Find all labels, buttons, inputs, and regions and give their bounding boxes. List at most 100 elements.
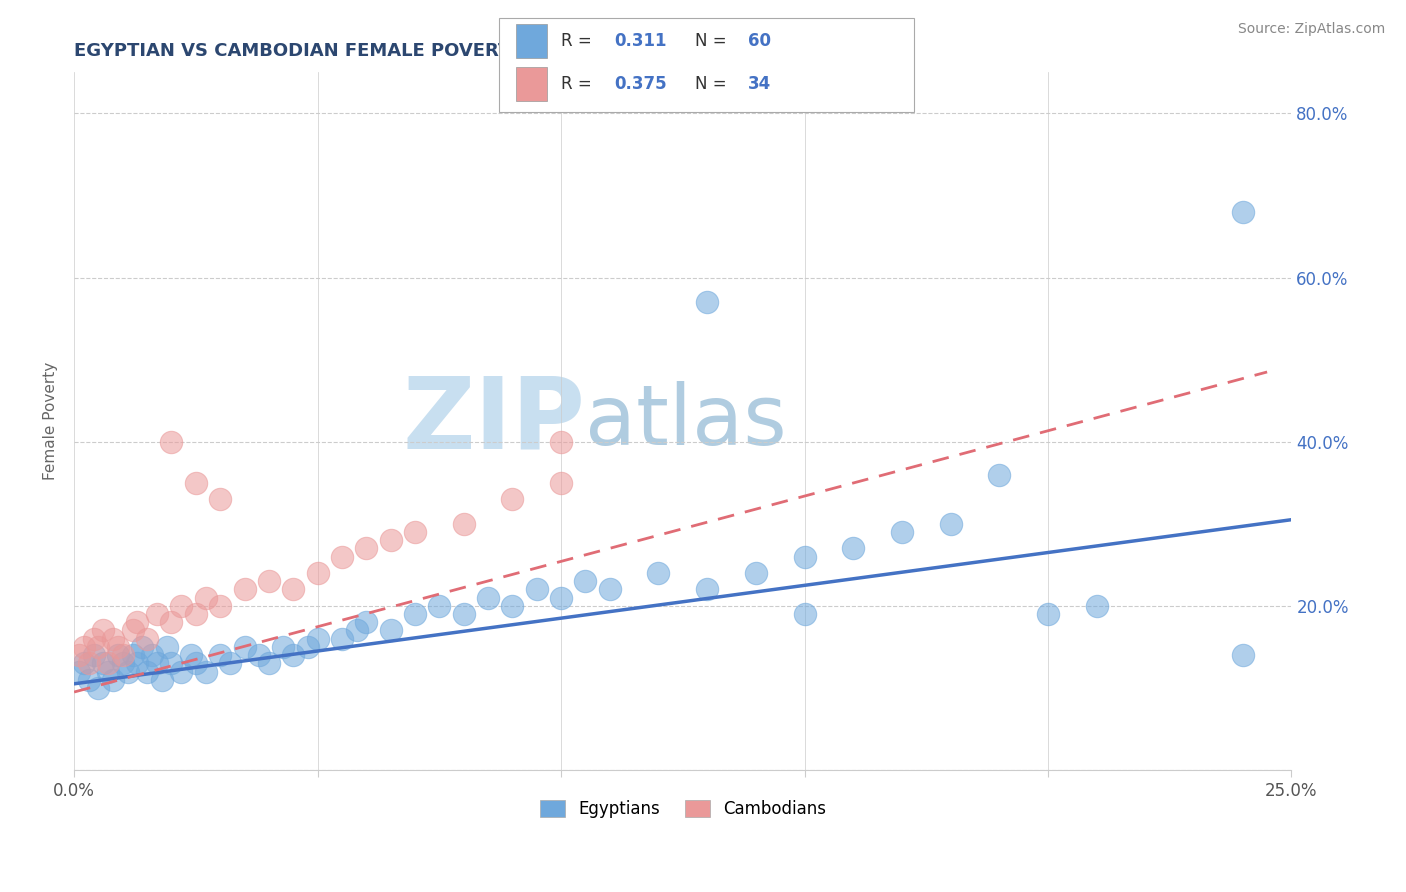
Point [696, 295, 718, 310]
Point [67, 665, 90, 679]
Point [73, 657, 96, 671]
Point [346, 624, 368, 638]
Point [184, 607, 207, 621]
Point [453, 607, 475, 621]
Point [307, 566, 329, 580]
Point [404, 607, 426, 621]
Point [101, 632, 124, 646]
Text: N =: N = [695, 32, 731, 50]
Point [97, 665, 120, 679]
Point [184, 657, 207, 671]
Text: R =: R = [561, 75, 598, 93]
Point [354, 615, 377, 630]
Point [160, 657, 183, 671]
Point [136, 665, 159, 679]
Point [87, 681, 110, 695]
Point [273, 640, 295, 654]
Point [696, 582, 718, 597]
Point [599, 582, 621, 597]
Point [73, 640, 96, 654]
Point [131, 640, 153, 654]
Point [194, 591, 217, 605]
Point [209, 492, 232, 507]
Point [184, 475, 207, 490]
Point [127, 657, 149, 671]
Point [477, 591, 499, 605]
Point [1036, 607, 1059, 621]
Point [87, 640, 110, 654]
Point [330, 632, 353, 646]
Point [550, 475, 572, 490]
Point [219, 657, 242, 671]
Text: ZIP: ZIP [402, 373, 585, 470]
Point [793, 607, 815, 621]
Point [127, 615, 149, 630]
Point [257, 574, 280, 589]
Point [160, 615, 183, 630]
Point [297, 640, 319, 654]
Point [111, 657, 134, 671]
Text: 34: 34 [748, 75, 772, 93]
Point [330, 549, 353, 564]
Point [121, 648, 143, 662]
Text: EGYPTIAN VS CAMBODIAN FEMALE POVERTY CORRELATION CHART: EGYPTIAN VS CAMBODIAN FEMALE POVERTY COR… [75, 42, 745, 60]
Point [136, 632, 159, 646]
Point [77, 657, 100, 671]
Point [194, 665, 217, 679]
Point [141, 648, 163, 662]
Point [404, 524, 426, 539]
Point [1232, 205, 1254, 219]
Point [180, 648, 202, 662]
Text: N =: N = [695, 75, 731, 93]
Point [257, 657, 280, 671]
Point [247, 648, 270, 662]
Point [150, 673, 173, 687]
Point [793, 549, 815, 564]
Text: atlas: atlas [585, 381, 787, 462]
Point [67, 648, 90, 662]
Point [91, 624, 114, 638]
Point [1232, 648, 1254, 662]
Point [283, 582, 305, 597]
Point [647, 566, 669, 580]
Point [745, 566, 768, 580]
Point [117, 665, 139, 679]
Point [501, 599, 523, 613]
Point [283, 648, 305, 662]
Point [988, 467, 1011, 482]
Text: 60: 60 [748, 32, 770, 50]
Point [111, 648, 134, 662]
Point [209, 648, 232, 662]
Point [550, 591, 572, 605]
Text: R =: R = [561, 32, 598, 50]
Point [91, 657, 114, 671]
Point [233, 640, 256, 654]
Point [380, 624, 402, 638]
Point [146, 657, 169, 671]
Point [160, 434, 183, 449]
Point [101, 673, 124, 687]
Point [146, 607, 169, 621]
Point [574, 574, 596, 589]
Point [121, 624, 143, 638]
Point [501, 492, 523, 507]
Legend: Egyptians, Cambodians: Egyptians, Cambodians [533, 793, 832, 824]
Point [427, 599, 450, 613]
Point [453, 516, 475, 531]
Point [170, 665, 193, 679]
Point [107, 640, 129, 654]
Text: Source: ZipAtlas.com: Source: ZipAtlas.com [1237, 22, 1385, 37]
Text: 0.375: 0.375 [614, 75, 666, 93]
Text: 0.311: 0.311 [614, 32, 666, 50]
Point [156, 640, 179, 654]
Point [890, 524, 912, 539]
Point [842, 541, 865, 556]
Point [380, 533, 402, 548]
Point [209, 599, 232, 613]
Point [83, 648, 105, 662]
Point [233, 582, 256, 597]
Point [170, 599, 193, 613]
Point [107, 648, 129, 662]
Y-axis label: Female Poverty: Female Poverty [44, 362, 58, 480]
Point [83, 632, 105, 646]
